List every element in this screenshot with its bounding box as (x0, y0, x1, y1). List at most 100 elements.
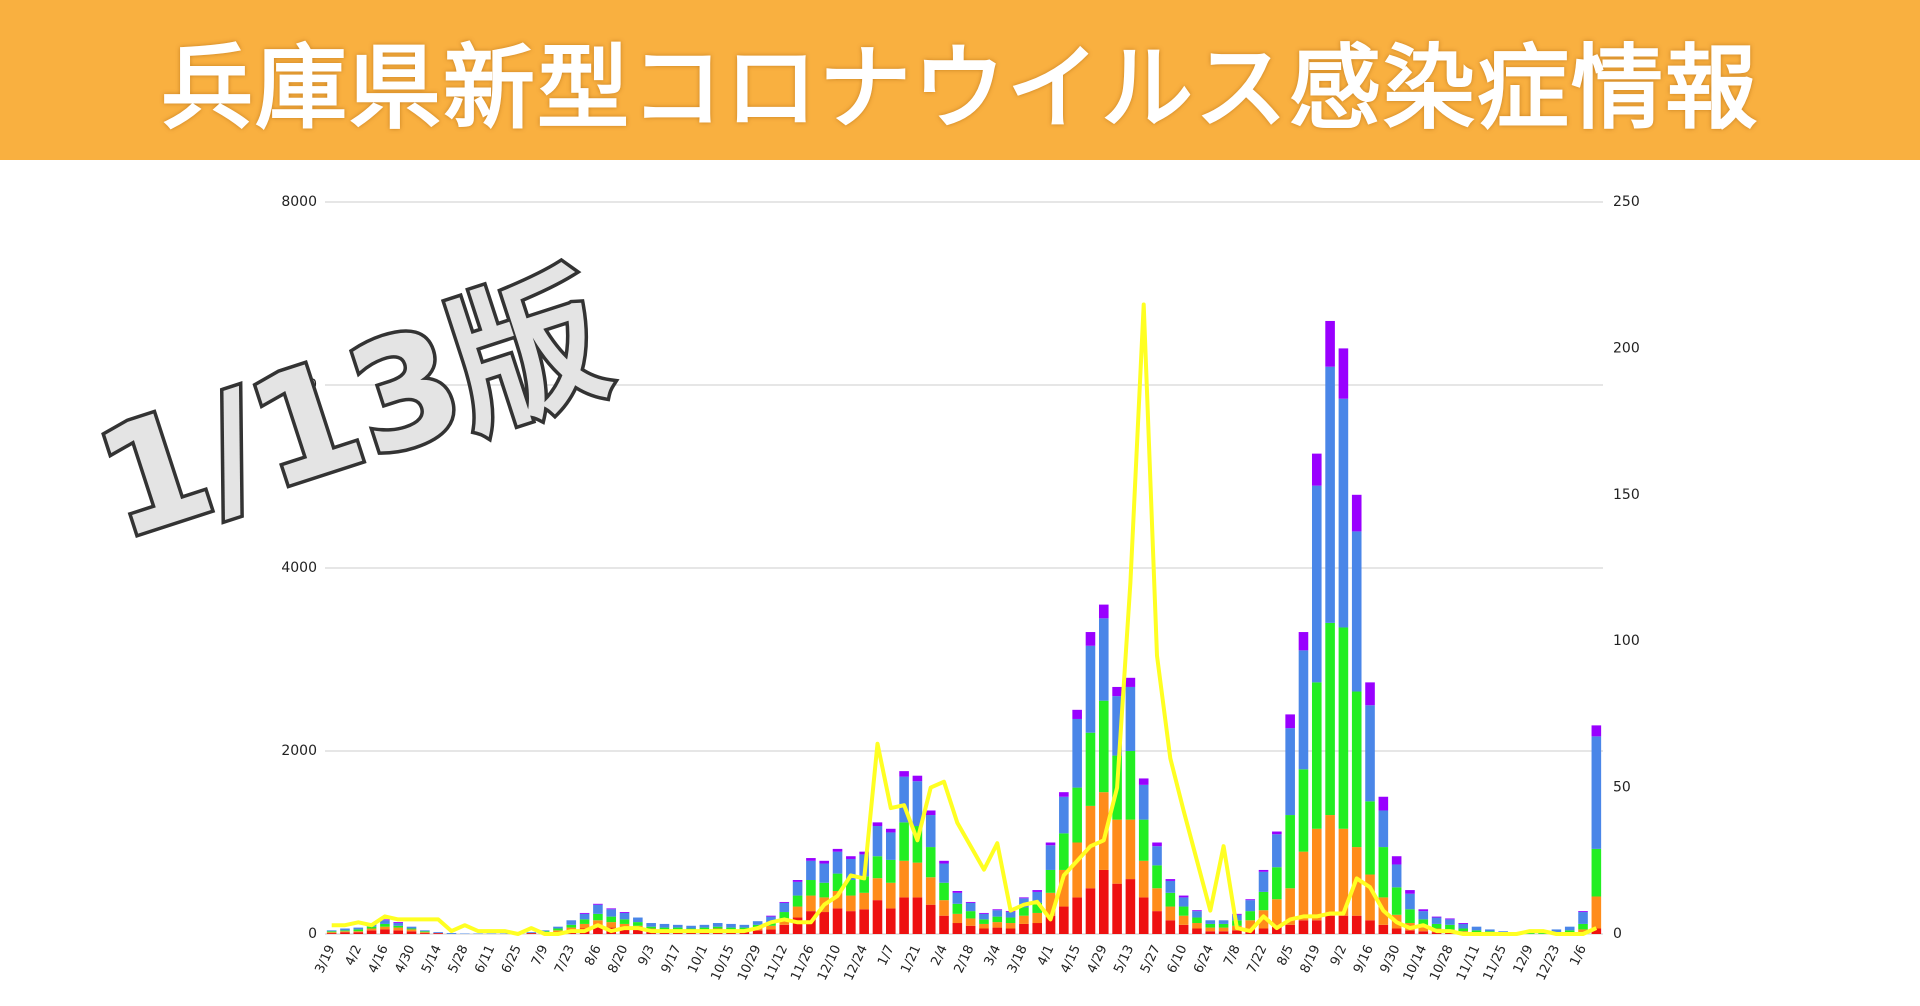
bar-segment (566, 924, 577, 928)
bar-segment (1365, 920, 1375, 934)
bar-segment (1032, 891, 1043, 903)
bar-segment (859, 909, 869, 934)
bar-segment (952, 903, 963, 914)
bar-segment (885, 859, 896, 883)
bar-segment (925, 904, 936, 934)
bar-segment (1365, 705, 1375, 802)
bar-segment (925, 815, 936, 848)
bar-segment (433, 933, 443, 934)
bar-segment (633, 917, 643, 923)
bar-segment (1272, 926, 1282, 934)
bar-segment (1258, 928, 1269, 934)
bar-segment (1125, 879, 1136, 934)
bar-segment (1218, 923, 1229, 928)
bar-segment (1059, 833, 1069, 870)
bar-segment (1059, 906, 1069, 934)
bar-segment (979, 913, 989, 920)
bar-segment (1591, 928, 1602, 934)
bar-segment (1564, 926, 1575, 931)
bar-segment (939, 860, 949, 864)
bar-segment (1578, 912, 1588, 924)
bar-segment (1285, 888, 1295, 925)
bar-segment (1245, 899, 1256, 901)
bar-segment (872, 826, 883, 857)
bar-segment (899, 822, 909, 861)
bar-segment (1085, 645, 1096, 733)
bar-segment (1178, 895, 1189, 898)
bar-segment (885, 832, 896, 860)
bar-segment (353, 929, 364, 932)
bar-segment (619, 919, 630, 924)
bar-segment (1365, 874, 1375, 921)
bar-segment (1351, 691, 1362, 848)
bar-segment (1085, 632, 1096, 646)
bar-segment (539, 931, 550, 933)
bar-segment (1032, 902, 1043, 913)
bar-segment (1391, 887, 1402, 915)
y-tick-label: 4000 (281, 560, 317, 576)
bar-segment (406, 929, 417, 932)
bar-segment (766, 915, 776, 917)
bar-segment (619, 912, 630, 920)
bar-segment (992, 927, 1003, 934)
bar-segment (726, 927, 736, 930)
bar-segment (1418, 911, 1429, 920)
bar-segment (846, 880, 856, 896)
bar-segment (846, 911, 856, 934)
bar-segment (832, 848, 843, 852)
bar-segment (1045, 842, 1056, 846)
bar-segment (819, 882, 830, 898)
bar-segment (393, 930, 404, 934)
bar-segment (1391, 928, 1402, 934)
bar-segment (1405, 893, 1415, 910)
bar-segment (1152, 911, 1162, 934)
bar-segment (393, 925, 404, 928)
bar-segment (353, 932, 364, 934)
bar-segment (1272, 867, 1282, 900)
bar-segment (792, 880, 803, 882)
bar-segment (952, 892, 963, 904)
bar-segment (1112, 696, 1122, 756)
bar-segment (885, 828, 896, 833)
bar-segment (579, 923, 590, 929)
bar-segment (1445, 924, 1455, 930)
bar-segment (979, 928, 989, 934)
bar-segment (1152, 842, 1162, 847)
bar-segment (1205, 920, 1216, 924)
bar-segment (832, 908, 843, 934)
bar-segment (593, 926, 603, 934)
bar-segment (992, 909, 1003, 911)
bar-segment (819, 860, 830, 864)
bar-segment (366, 928, 377, 931)
bar-segment (912, 775, 923, 782)
bar-segment (1578, 911, 1588, 913)
bar-segment (1019, 915, 1029, 924)
bar-segment (380, 929, 390, 934)
bar-segment (606, 909, 617, 917)
bar-segment (1391, 864, 1402, 888)
bar-segment (965, 918, 976, 926)
bar-segment (979, 923, 989, 929)
bar-segment (1005, 928, 1016, 934)
bar-segment (1391, 856, 1402, 865)
bar-segment (1298, 920, 1309, 934)
bar-segment (553, 928, 563, 931)
bar-segment (1311, 453, 1322, 486)
bar-segment (1245, 920, 1256, 930)
bar-segment (1258, 869, 1269, 872)
bar-segment (1152, 865, 1162, 889)
bar-segment (1125, 686, 1136, 751)
bar-segment (912, 862, 923, 898)
bar-segment (420, 931, 430, 933)
bar-segment (1112, 819, 1122, 884)
bar-segment (872, 822, 883, 827)
bar-segment (1045, 869, 1056, 893)
bar-segment (1205, 931, 1216, 934)
bar-segment (1418, 926, 1429, 932)
bar-segment (899, 860, 909, 898)
bar-segment (340, 928, 350, 931)
bar-segment (859, 851, 869, 855)
bar-segment (1538, 933, 1548, 934)
bar-segment (672, 927, 683, 930)
